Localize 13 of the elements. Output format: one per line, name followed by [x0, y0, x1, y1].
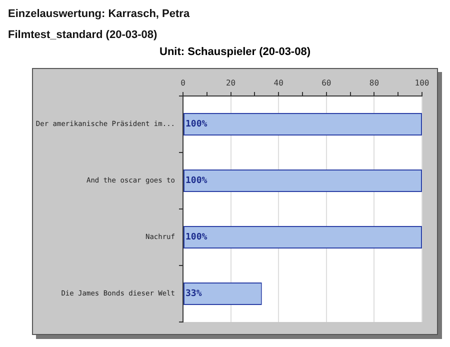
text: Einzelauswertung: Karrasch, Petra [8, 8, 190, 20]
x-tick-label: 100 [414, 78, 430, 88]
text: Filmtest_standard (20-03-08) [8, 29, 158, 41]
data-label: 100% [186, 120, 208, 130]
x-tick-label: 20 [226, 78, 236, 88]
data-label: 100% [186, 176, 208, 186]
x-tick-label: 40 [274, 78, 284, 88]
data-label: 100% [186, 232, 208, 243]
x-tick-label: 0 [180, 78, 186, 88]
data-label: 33% [186, 289, 202, 300]
chart-title: Unit: Schauspieler (20-03-08) [158, 46, 312, 58]
x-tick-label: 80 [369, 78, 380, 88]
x-tick-label: 60 [322, 78, 332, 88]
